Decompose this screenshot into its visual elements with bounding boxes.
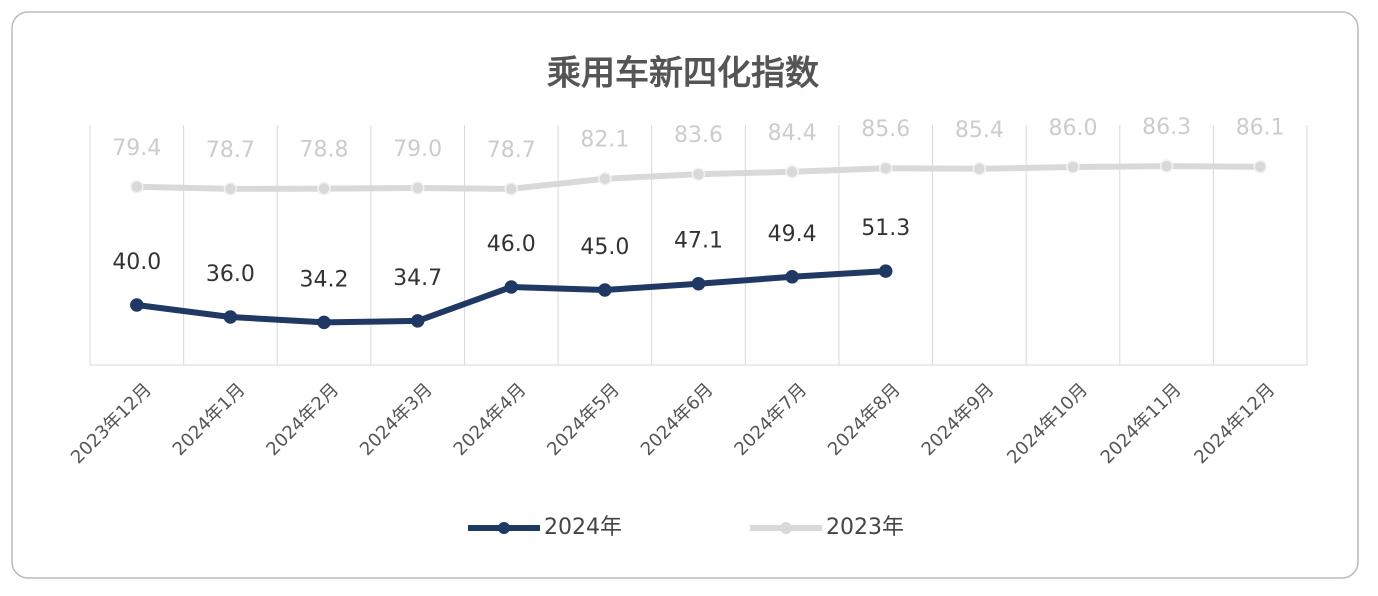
legend-marker xyxy=(780,522,792,534)
point xyxy=(691,276,706,291)
data-label: 78.8 xyxy=(300,138,349,163)
point xyxy=(410,314,425,328)
data-label: 49.4 xyxy=(768,222,817,247)
point xyxy=(130,298,144,312)
data-label: 79.4 xyxy=(112,136,161,161)
data-label: 45.0 xyxy=(580,235,629,260)
point xyxy=(1253,159,1267,174)
data-label: 40.0 xyxy=(112,250,161,275)
point xyxy=(598,171,612,186)
point xyxy=(317,181,331,196)
data-label: 36.0 xyxy=(206,262,255,287)
point xyxy=(317,315,331,330)
point xyxy=(785,165,799,179)
legend-label: 2023年 xyxy=(826,515,904,540)
data-label: 79.0 xyxy=(393,137,442,162)
data-label: 83.6 xyxy=(674,123,723,148)
data-label: 46.0 xyxy=(487,232,536,257)
data-label: 86.0 xyxy=(1048,116,1097,141)
data-label: 47.1 xyxy=(674,229,723,254)
point xyxy=(1066,160,1080,174)
point xyxy=(130,180,144,194)
legend-label: 2024年 xyxy=(544,515,622,540)
card xyxy=(11,11,1359,579)
data-label: 82.1 xyxy=(580,128,629,153)
point xyxy=(598,283,612,297)
point xyxy=(223,310,238,324)
data-label: 78.7 xyxy=(487,138,536,163)
point xyxy=(691,167,706,181)
point xyxy=(223,182,238,196)
chart-title: 乘用车新四化指数 xyxy=(547,54,819,94)
point xyxy=(410,181,425,195)
data-label: 34.7 xyxy=(393,266,442,291)
point xyxy=(1159,159,1174,173)
point xyxy=(504,182,519,196)
data-label: 34.2 xyxy=(300,267,349,292)
data-label: 86.3 xyxy=(1142,115,1191,140)
point xyxy=(785,270,799,284)
data-label: 78.7 xyxy=(206,138,255,163)
point xyxy=(504,280,519,294)
data-label: 85.6 xyxy=(861,117,910,142)
legend-marker xyxy=(498,522,510,534)
point xyxy=(878,161,893,175)
point xyxy=(878,264,893,278)
data-label: 51.3 xyxy=(861,216,910,241)
data-label: 86.1 xyxy=(1236,116,1285,141)
data-label: 84.4 xyxy=(768,121,817,146)
point xyxy=(972,162,987,176)
data-label: 85.4 xyxy=(955,118,1004,143)
